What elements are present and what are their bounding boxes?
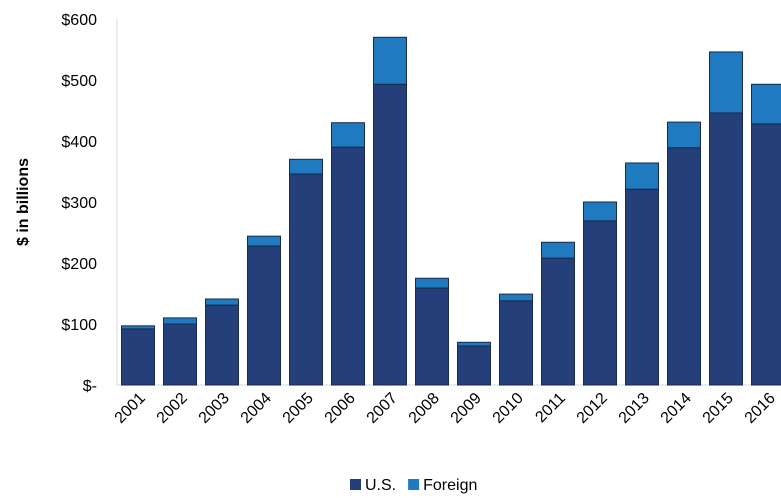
bar <box>751 123 781 386</box>
x-tick-label: 2011 <box>532 390 568 426</box>
y-axis-label: $ in billions <box>15 158 32 246</box>
legend-label: U.S. <box>365 477 396 494</box>
bar <box>625 188 659 386</box>
x-tick-label: 2010 <box>490 390 527 427</box>
bar <box>247 235 281 247</box>
bar <box>163 323 197 386</box>
bar <box>331 122 365 148</box>
bar <box>121 325 155 330</box>
y-tick-label: $500 <box>61 73 97 90</box>
bar <box>667 121 701 149</box>
y-tick-label: $200 <box>61 256 97 273</box>
bar <box>625 162 659 190</box>
x-tick-label: 2003 <box>196 390 233 427</box>
x-tick-label: 2004 <box>238 390 275 427</box>
x-tick-label: 2007 <box>364 390 401 427</box>
bar <box>205 298 239 306</box>
bar <box>667 147 701 386</box>
bar <box>499 300 533 386</box>
bar <box>289 173 323 386</box>
bar <box>457 345 491 386</box>
x-tick-label: 2013 <box>616 390 653 427</box>
x-tick-label: 2002 <box>154 390 191 427</box>
bar <box>541 241 575 259</box>
x-tick-label: 2006 <box>322 390 359 427</box>
legend-label: Foreign <box>423 477 477 494</box>
bar <box>709 112 743 386</box>
bar <box>121 328 155 386</box>
bar <box>247 245 281 386</box>
legend-swatch <box>350 479 361 490</box>
bar <box>583 220 617 386</box>
x-tick-label: 2005 <box>280 390 317 427</box>
y-tick-label: $300 <box>61 195 97 212</box>
bar <box>457 341 491 347</box>
x-tick-label: 2001 <box>112 390 149 427</box>
bar <box>205 304 239 386</box>
y-tick-label: $- <box>83 378 97 395</box>
x-tick-label: 2012 <box>574 390 611 427</box>
bar <box>331 146 365 386</box>
x-tick-label: 2009 <box>448 390 485 427</box>
bar <box>415 287 449 386</box>
legend-swatch <box>408 479 420 490</box>
y-tick-label: $600 <box>61 12 97 29</box>
bar <box>751 83 781 125</box>
bar <box>373 83 407 386</box>
bar <box>709 51 743 114</box>
x-tick-label: 2014 <box>658 390 695 427</box>
y-tick-label: $100 <box>61 317 97 334</box>
x-tick-label: 2016 <box>742 390 779 427</box>
bar <box>415 277 449 289</box>
bar <box>373 36 407 85</box>
y-tick-label: $400 <box>61 134 97 151</box>
bar <box>583 201 617 222</box>
bar <box>163 317 197 325</box>
bar <box>289 158 323 175</box>
bar <box>541 257 575 386</box>
x-tick-label: 2008 <box>406 390 443 427</box>
bar <box>499 293 533 302</box>
x-tick-label: 2015 <box>700 390 737 427</box>
